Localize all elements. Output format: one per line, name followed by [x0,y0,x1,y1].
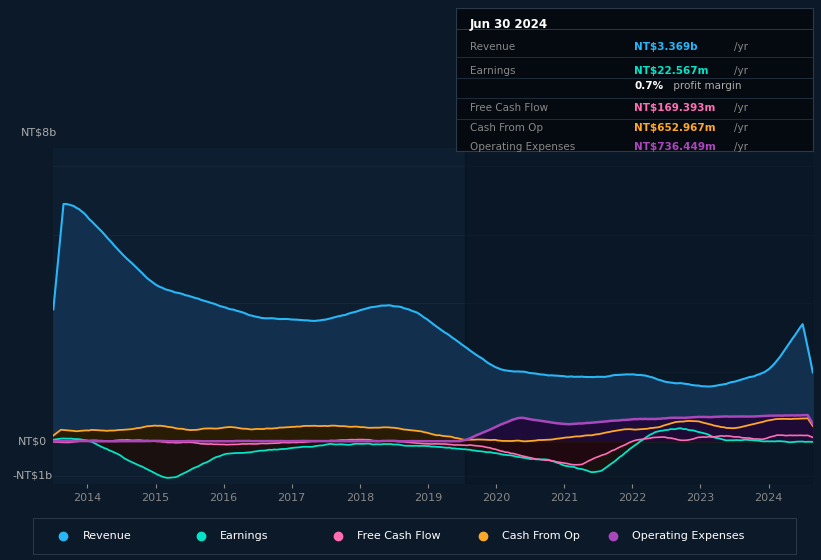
Text: Cash From Op: Cash From Op [470,123,543,133]
Text: NT$169.393m: NT$169.393m [635,104,716,113]
Text: Jun 30 2024: Jun 30 2024 [470,18,548,31]
Text: NT$652.967m: NT$652.967m [635,123,716,133]
Text: /yr: /yr [734,42,748,52]
Text: profit margin: profit margin [670,81,741,91]
Text: -NT$1b: -NT$1b [12,471,53,481]
Text: Earnings: Earnings [220,531,268,541]
Text: NT$8b: NT$8b [21,127,57,137]
Text: Earnings: Earnings [470,66,516,76]
Text: Free Cash Flow: Free Cash Flow [470,104,548,113]
Bar [466,148,813,484]
Text: Free Cash Flow: Free Cash Flow [357,531,441,541]
Text: Revenue: Revenue [82,531,131,541]
Text: Operating Expenses: Operating Expenses [632,531,745,541]
Text: Revenue: Revenue [470,42,515,52]
Text: Operating Expenses: Operating Expenses [470,142,576,152]
Text: NT$22.567m: NT$22.567m [635,66,709,76]
Text: /yr: /yr [734,142,748,152]
Text: NT$0: NT$0 [18,436,47,446]
Text: NT$736.449m: NT$736.449m [635,142,716,152]
Text: /yr: /yr [734,66,748,76]
Text: NT$3.369b: NT$3.369b [635,42,698,52]
Text: /yr: /yr [734,123,748,133]
Text: /yr: /yr [734,104,748,113]
Text: 0.7%: 0.7% [635,81,663,91]
Text: Cash From Op: Cash From Op [502,531,580,541]
